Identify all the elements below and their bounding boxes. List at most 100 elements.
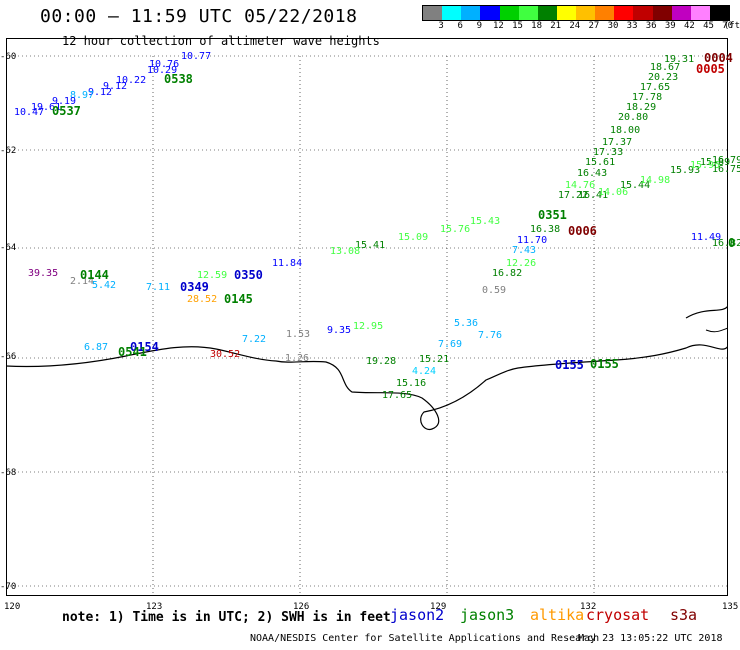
wave-height-label: 14.76 — [565, 180, 596, 191]
wave-height-label: 15.44 — [620, 180, 651, 191]
wave-height-label: 15.21 — [419, 354, 450, 365]
pass-time-label: 0005 — [696, 62, 725, 76]
wave-height-label: 18.00 — [610, 125, 641, 136]
color-swatch — [652, 6, 672, 20]
pass-time-label: 0006 — [568, 224, 597, 238]
wave-height-label: 17.65 — [382, 390, 413, 401]
coastline-segment — [685, 305, 728, 319]
wave-height-label: 11.49 — [691, 232, 722, 243]
color-swatch — [518, 6, 538, 20]
longitude-tick: 132 — [580, 602, 597, 612]
wave-height-label: 11.84 — [272, 258, 303, 269]
legend-cryosat: cryosat — [586, 606, 650, 624]
map-plot — [6, 38, 728, 596]
wave-height-label: 0.59 — [482, 285, 507, 296]
wave-height-label: 15.93 — [670, 165, 701, 176]
wave-height-label: 20.23 — [648, 72, 679, 83]
color-swatch — [556, 6, 576, 20]
wave-height-label: 16.75 — [712, 164, 740, 175]
wave-height-label: 10.76 — [149, 59, 180, 70]
wave-height-label: 4.24 — [412, 366, 437, 377]
legend-altika: altika — [530, 606, 585, 624]
wave-height-label: 16.41 — [578, 190, 609, 201]
color-swatch — [499, 6, 519, 20]
longitude-tick: 126 — [293, 602, 310, 612]
wave-height-label: 19.28 — [366, 356, 397, 367]
wave-height-label: 15.16 — [396, 378, 427, 389]
longitude-tick: 123 — [146, 602, 163, 612]
color-swatch — [442, 6, 462, 20]
color-scale-label: 21 — [550, 21, 562, 31]
longitude-tick: 120 — [4, 602, 21, 612]
pass-time-label: 0349 — [180, 280, 209, 294]
color-swatch — [480, 6, 500, 20]
wave-height-label: 15.76 — [440, 224, 471, 235]
latitude-tick: -70 — [0, 582, 17, 592]
wave-height-label: 14.98 — [640, 175, 671, 186]
wave-height-label: 7.43 — [512, 245, 537, 256]
legend-s3a: s3a — [670, 606, 698, 624]
wave-height-label: 15.09 — [398, 232, 429, 243]
wave-height-label: 28.52 — [187, 294, 218, 305]
chart-subtitle: 12 hour collection of altimeter wave hei… — [62, 34, 380, 48]
wave-height-label: 12.26 — [506, 258, 537, 269]
coastline-segment-east — [705, 327, 728, 333]
generation-timestamp: May 23 13:05:22 UTC 2018 — [578, 633, 723, 644]
wave-height-label: 10.77 — [181, 51, 212, 62]
wave-height-label: 11.70 — [517, 235, 548, 246]
wave-height-label: 9.12 — [103, 81, 128, 92]
latitude-tick: -68 — [0, 468, 17, 478]
units-note: note: 1) Time is in UTC; 2) SWH is in fe… — [62, 610, 391, 625]
pass-time-label: 0144 — [80, 268, 109, 282]
wave-height-label: 1.53 — [286, 329, 311, 340]
wave-height-label: 6.87 — [84, 342, 109, 353]
color-swatch — [423, 6, 443, 20]
wave-height-label: 15.95 — [690, 160, 721, 171]
graticule — [6, 55, 728, 596]
wave-height-label: 19.31 — [664, 54, 695, 65]
pass-time-label: 0004 — [704, 51, 733, 65]
color-scale-label: (ft) — [723, 21, 740, 31]
color-scale-label: 9 — [476, 21, 483, 31]
color-swatch — [690, 6, 710, 20]
color-scale-label: 3 — [438, 21, 444, 31]
wave-height-label: 16.43 — [577, 168, 608, 179]
latitude-tick: -66 — [0, 352, 17, 362]
wave-height-label: 7.11 — [146, 282, 171, 293]
antarctic-coastline — [6, 344, 728, 431]
longitude-tick: 129 — [430, 602, 447, 612]
color-swatch — [537, 6, 557, 20]
pass-time-label: 0155 — [555, 358, 584, 372]
color-scale-label: 18 — [531, 21, 543, 31]
wave-height-label: 16.38 — [530, 224, 561, 235]
color-scale-label: 27 — [588, 21, 600, 31]
wave-height-label: 17.37 — [602, 137, 633, 148]
wave-height-label: 12.95 — [353, 321, 384, 332]
wave-height-label: 15.61 — [585, 157, 616, 168]
latitude-tick: -64 — [0, 243, 17, 253]
color-swatch — [709, 6, 729, 20]
wave-height-label: 9.12 — [88, 87, 113, 98]
wave-height-label: 19.61 — [31, 102, 62, 113]
wave-height-label: 15.43 — [470, 216, 501, 227]
pass-time-label: 0 — [728, 236, 736, 250]
wave-height-label: 13.08 — [330, 246, 361, 257]
map-border — [6, 38, 728, 596]
color-scale-label: 15 — [512, 21, 523, 31]
wave-height-label: 9.35 — [327, 325, 352, 336]
color-swatch — [671, 6, 691, 20]
wave-height-label: 2.14 — [70, 276, 95, 287]
latitude-tick: -62 — [0, 146, 17, 156]
latitude-tick: -60 — [0, 52, 17, 62]
color-swatch — [614, 6, 634, 20]
wave-height-label: 16.79 — [712, 155, 740, 166]
wave-height-label: 39.35 — [28, 268, 59, 279]
wave-height-label: 10.22 — [116, 75, 147, 86]
pass-time-label: 0537 — [52, 104, 81, 118]
wave-height-label: 9.19 — [52, 96, 77, 107]
color-scale-label: 24 — [569, 21, 581, 31]
wave-height-label: 5.36 — [454, 318, 479, 329]
pass-time-label: 0145 — [224, 292, 253, 306]
pass-time-label: 0350 — [234, 268, 263, 282]
wave-height-label: 8.97 — [70, 90, 95, 101]
